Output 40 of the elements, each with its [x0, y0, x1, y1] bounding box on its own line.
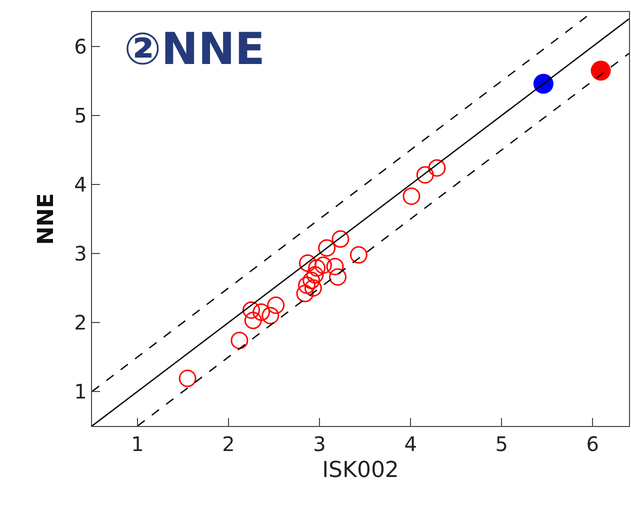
y-tick-label: 3: [74, 242, 87, 266]
x-tick-label: 3: [313, 432, 326, 456]
x-tick-label: 6: [586, 432, 599, 456]
y-axis-title: NNE: [34, 193, 59, 245]
y-tick-label: 4: [74, 172, 87, 196]
point: [402, 187, 420, 205]
point: [252, 303, 270, 321]
point: [416, 166, 434, 184]
point: [267, 296, 285, 314]
point: [242, 301, 260, 319]
y-tick-label: 6: [74, 34, 87, 58]
point: [304, 279, 322, 297]
y-tick-label: 2: [74, 310, 87, 334]
x-tick-label: 1: [131, 432, 144, 456]
point: [533, 74, 554, 94]
point: [230, 332, 248, 350]
point: [298, 276, 316, 294]
point: [178, 370, 196, 388]
point: [428, 159, 446, 177]
x-tick-label: 4: [404, 432, 417, 456]
point: [302, 272, 320, 290]
point: [326, 258, 344, 276]
point: [332, 230, 350, 248]
point: [296, 284, 314, 302]
point: [308, 259, 326, 277]
point: [306, 266, 324, 284]
point: [318, 239, 336, 257]
point: [590, 60, 611, 81]
point: [262, 306, 280, 324]
y-tick-label: 5: [74, 104, 87, 128]
annotation: ②NNE: [124, 24, 265, 75]
point: [350, 246, 368, 264]
y-tick-label: 1: [74, 380, 87, 404]
point: [329, 268, 346, 286]
x-axis-title: ISK002: [322, 458, 399, 483]
point: [314, 256, 332, 274]
point: [244, 312, 262, 330]
x-tick-label: 2: [222, 432, 235, 456]
point: [298, 254, 316, 272]
x-tick-label: 5: [495, 432, 508, 456]
